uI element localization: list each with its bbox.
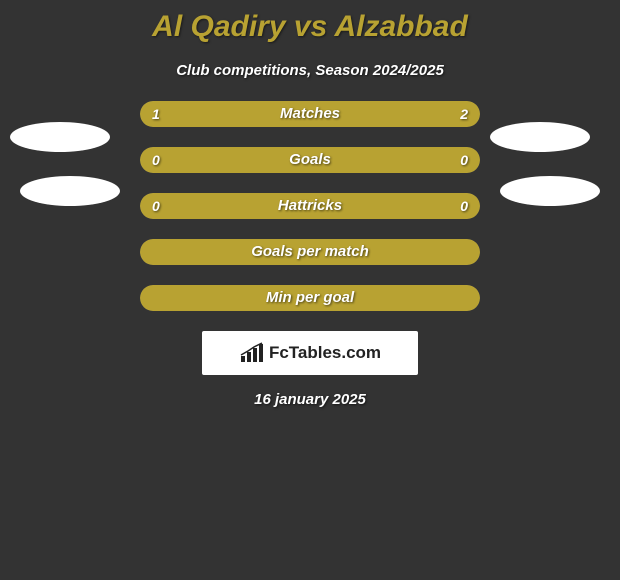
page-title: Al Qadiry vs Alzabbad	[0, 0, 620, 44]
brand-badge: FcTables.com	[202, 331, 418, 375]
subtitle: Club competitions, Season 2024/2025	[0, 62, 620, 79]
brand-text: FcTables.com	[269, 343, 381, 363]
stat-bar: Goals per match	[140, 239, 480, 265]
decorative-oval	[500, 176, 600, 206]
bars-container: 12Matches 00Goals 00Hattricks Goals per mat…	[140, 101, 480, 311]
bar-label: Matches	[140, 101, 480, 127]
stat-bar: 12Matches	[140, 101, 480, 127]
stat-bar: 00Goals	[140, 147, 480, 173]
bar-label: Goals	[140, 147, 480, 173]
stat-bar: Min per goal	[140, 285, 480, 311]
bar-label: Hattricks	[140, 193, 480, 219]
decorative-oval	[10, 122, 110, 152]
stat-bar: 00Hattricks	[140, 193, 480, 219]
bars-icon	[239, 342, 265, 364]
bar-label: Min per goal	[140, 285, 480, 311]
bar-label: Goals per match	[140, 239, 480, 265]
date-text: 16 january 2025	[0, 391, 620, 408]
decorative-oval	[20, 176, 120, 206]
decorative-oval	[490, 122, 590, 152]
